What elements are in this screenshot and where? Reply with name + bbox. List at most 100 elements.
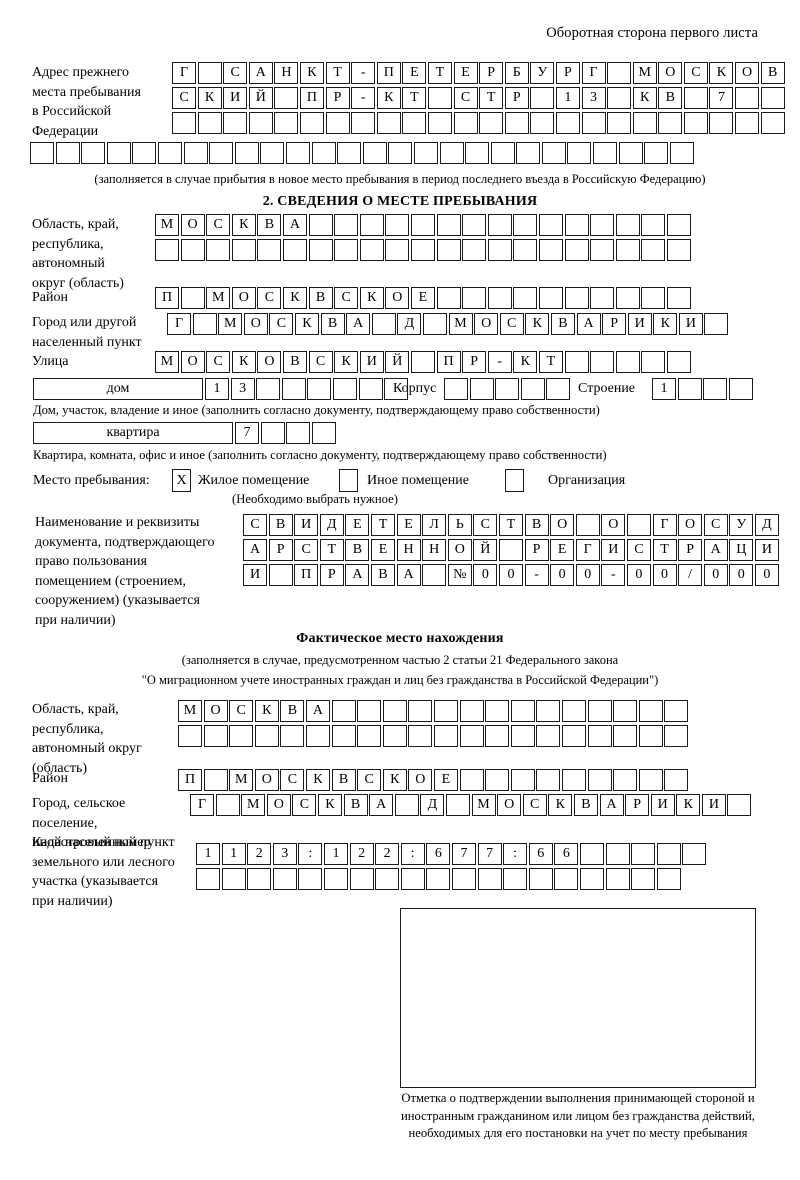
char-cell[interactable]: В — [345, 539, 370, 561]
char-cell[interactable] — [605, 843, 630, 865]
char-cell[interactable]: С — [257, 287, 282, 309]
char-cell[interactable]: А — [248, 62, 273, 84]
char-cell[interactable]: Н — [422, 539, 447, 561]
char-cell[interactable] — [268, 564, 293, 586]
char-cell[interactable] — [400, 868, 425, 890]
char-cell[interactable]: К — [231, 214, 256, 236]
char-cell[interactable]: 0 — [754, 564, 779, 586]
char-cell[interactable]: О — [231, 287, 256, 309]
char-cell[interactable] — [385, 214, 410, 236]
char-cell[interactable]: А — [576, 313, 601, 335]
char-cell[interactable] — [656, 843, 681, 865]
char-cell[interactable] — [248, 112, 273, 134]
checkbox-other-premises[interactable] — [339, 469, 358, 492]
char-cell[interactable] — [436, 239, 461, 261]
char-cell[interactable]: С — [453, 87, 478, 109]
char-cell[interactable] — [462, 287, 487, 309]
char-cell[interactable] — [307, 378, 332, 400]
char-cell[interactable] — [422, 564, 447, 586]
char-cell[interactable]: 2 — [349, 843, 374, 865]
char-cell[interactable]: Е — [433, 769, 458, 791]
char-cell[interactable] — [272, 868, 297, 890]
char-cell[interactable]: О — [550, 514, 575, 536]
char-cell[interactable] — [618, 142, 643, 164]
char-cell[interactable] — [308, 239, 333, 261]
char-cell[interactable] — [408, 725, 433, 747]
char-cell[interactable]: Е — [550, 539, 575, 561]
char-cell[interactable] — [760, 87, 785, 109]
char-cell[interactable] — [221, 868, 246, 890]
char-cell[interactable]: 7 — [709, 87, 734, 109]
char-cell[interactable]: С — [229, 700, 254, 722]
cadastre-row-2[interactable] — [196, 868, 681, 890]
char-cell[interactable] — [554, 868, 579, 890]
char-cell[interactable] — [459, 725, 484, 747]
char-cell[interactable]: К — [317, 794, 342, 816]
char-cell[interactable]: А — [396, 564, 421, 586]
char-cell[interactable] — [465, 142, 490, 164]
previous-address-row-3[interactable] — [172, 112, 785, 134]
char-cell[interactable] — [613, 700, 638, 722]
char-cell[interactable] — [538, 214, 563, 236]
char-cell[interactable]: 1 — [205, 378, 229, 400]
char-cell[interactable]: О — [203, 700, 228, 722]
char-cell[interactable]: - — [487, 351, 512, 373]
char-cell[interactable]: Г — [167, 313, 191, 335]
char-cell[interactable] — [495, 378, 520, 400]
char-cell[interactable] — [727, 794, 752, 816]
document-row-3[interactable]: И П Р А В А № 0 0-0 0-0 0/0 0 0 — [243, 564, 779, 586]
char-cell[interactable] — [485, 725, 510, 747]
char-cell[interactable] — [510, 769, 535, 791]
char-cell[interactable]: С — [473, 514, 498, 536]
char-cell[interactable] — [197, 62, 222, 84]
char-cell[interactable] — [331, 725, 356, 747]
char-cell[interactable] — [485, 700, 510, 722]
char-cell[interactable] — [536, 725, 561, 747]
char-cell[interactable] — [81, 142, 106, 164]
char-cell[interactable] — [394, 794, 419, 816]
char-cell[interactable]: И — [359, 351, 384, 373]
char-cell[interactable]: П — [155, 287, 179, 309]
char-cell[interactable] — [538, 239, 563, 261]
char-cell[interactable] — [590, 214, 615, 236]
char-cell[interactable]: И — [678, 313, 703, 335]
char-cell[interactable] — [410, 351, 435, 373]
char-cell[interactable]: М — [471, 794, 496, 816]
char-cell[interactable] — [536, 769, 561, 791]
char-cell[interactable]: А — [282, 214, 307, 236]
char-cell[interactable] — [590, 239, 615, 261]
char-cell[interactable]: О — [180, 214, 205, 236]
char-cell[interactable] — [615, 214, 640, 236]
char-cell[interactable] — [666, 239, 691, 261]
previous-address-row-4[interactable] — [30, 142, 694, 164]
char-cell[interactable]: М — [155, 351, 179, 373]
char-cell[interactable]: - — [524, 564, 549, 586]
char-cell[interactable] — [247, 868, 272, 890]
char-cell[interactable]: В — [331, 769, 356, 791]
char-cell[interactable] — [579, 843, 604, 865]
char-cell[interactable]: О — [735, 62, 760, 84]
char-cell[interactable]: С — [206, 351, 231, 373]
char-cell[interactable] — [615, 287, 640, 309]
char-cell[interactable]: Т — [479, 87, 504, 109]
char-cell[interactable] — [641, 239, 666, 261]
char-cell[interactable] — [349, 868, 374, 890]
char-cell[interactable] — [178, 725, 202, 747]
char-cell[interactable]: Т — [402, 87, 427, 109]
char-cell[interactable]: № — [447, 564, 472, 586]
char-cell[interactable] — [567, 142, 592, 164]
char-cell[interactable]: Ь — [447, 514, 472, 536]
char-cell[interactable] — [479, 112, 504, 134]
char-cell[interactable]: Е — [402, 62, 427, 84]
char-cell[interactable]: 3 — [230, 378, 255, 400]
char-cell[interactable] — [564, 351, 589, 373]
char-cell[interactable]: Д — [754, 514, 779, 536]
char-cell[interactable]: С — [626, 539, 651, 561]
char-cell[interactable] — [274, 112, 299, 134]
char-cell[interactable] — [311, 142, 336, 164]
char-cell[interactable]: К — [632, 87, 657, 109]
